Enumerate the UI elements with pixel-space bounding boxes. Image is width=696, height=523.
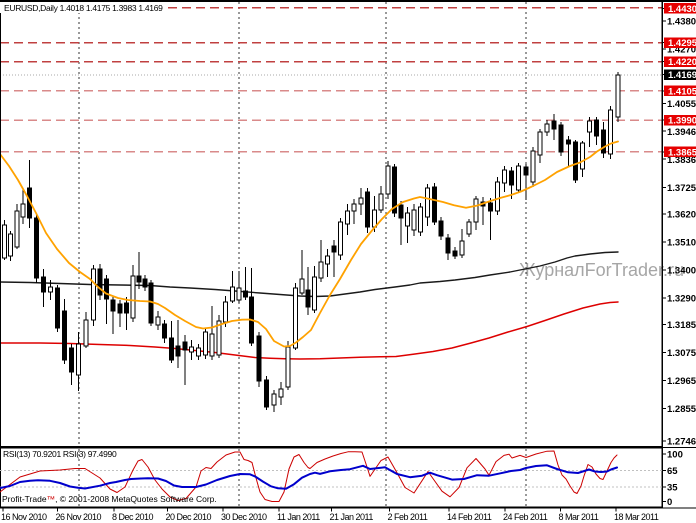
svg-text:1.3865: 1.3865 — [668, 147, 696, 158]
svg-text:1.2965: 1.2965 — [667, 376, 696, 387]
svg-text:14 Feb 2011: 14 Feb 2011 — [447, 512, 492, 522]
svg-text:Profit-Trade™, © 2001-2008 Met: Profit-Trade™, © 2001-2008 MetaQuotes So… — [2, 494, 217, 504]
svg-text:EURUSD,Daily 1.4018 1.4175 1.: EURUSD,Daily 1.4018 1.4175 1.3983 1.4169 — [4, 3, 163, 13]
svg-text:30 Dec 2010: 30 Dec 2010 — [221, 512, 267, 522]
svg-text:1.4169: 1.4169 — [668, 70, 696, 81]
svg-text:1.4105: 1.4105 — [668, 86, 696, 97]
svg-text:1.4220: 1.4220 — [668, 57, 696, 68]
svg-text:1.3075: 1.3075 — [667, 348, 696, 359]
svg-text:RSI(13) 70.9201 RSI(3) 97.499: RSI(13) 70.9201 RSI(3) 97.4990 — [3, 449, 117, 459]
svg-text:1.4055: 1.4055 — [667, 99, 696, 110]
svg-text:1.4295: 1.4295 — [668, 38, 696, 49]
svg-text:2 Feb 2011: 2 Feb 2011 — [388, 512, 428, 522]
svg-text:18 Mar 2011: 18 Mar 2011 — [614, 512, 659, 522]
svg-text:8 Mar 2011: 8 Mar 2011 — [559, 512, 599, 522]
svg-text:65: 65 — [667, 466, 678, 477]
svg-text:1.3620: 1.3620 — [667, 210, 696, 221]
svg-text:1.3725: 1.3725 — [667, 183, 696, 194]
svg-text:1.4380: 1.4380 — [667, 17, 696, 28]
svg-text:1.3185: 1.3185 — [667, 320, 696, 331]
svg-text:11 Jan 2011: 11 Jan 2011 — [277, 512, 320, 522]
svg-text:100: 100 — [667, 450, 683, 461]
svg-text:20 Dec 2010: 20 Dec 2010 — [166, 512, 212, 522]
svg-text:8 Dec 2010: 8 Dec 2010 — [112, 512, 154, 522]
svg-text:1.4430: 1.4430 — [668, 4, 696, 15]
svg-text:35: 35 — [667, 483, 678, 494]
svg-text:ЖурналForTrader.ru: ЖурналForTrader.ru — [519, 260, 684, 280]
svg-text:21 Jan 2011: 21 Jan 2011 — [330, 512, 374, 522]
svg-text:1.3290: 1.3290 — [667, 294, 696, 305]
svg-text:1.4270: 1.4270 — [667, 45, 696, 56]
svg-text:1.3946: 1.3946 — [667, 127, 696, 138]
svg-text:1.2746: 1.2746 — [667, 437, 696, 448]
svg-text:1.3510: 1.3510 — [667, 238, 696, 249]
svg-text:1.3990: 1.3990 — [668, 116, 696, 127]
svg-text:24 Feb 2011: 24 Feb 2011 — [503, 512, 548, 522]
svg-text:1.3836: 1.3836 — [667, 155, 696, 166]
svg-text:1.3400: 1.3400 — [667, 266, 696, 277]
svg-text:26 Nov 2010: 26 Nov 2010 — [56, 512, 102, 522]
svg-text:0: 0 — [667, 497, 672, 508]
svg-text:16 Nov 2010: 16 Nov 2010 — [1, 512, 47, 522]
svg-text:1.2855: 1.2855 — [667, 404, 696, 415]
